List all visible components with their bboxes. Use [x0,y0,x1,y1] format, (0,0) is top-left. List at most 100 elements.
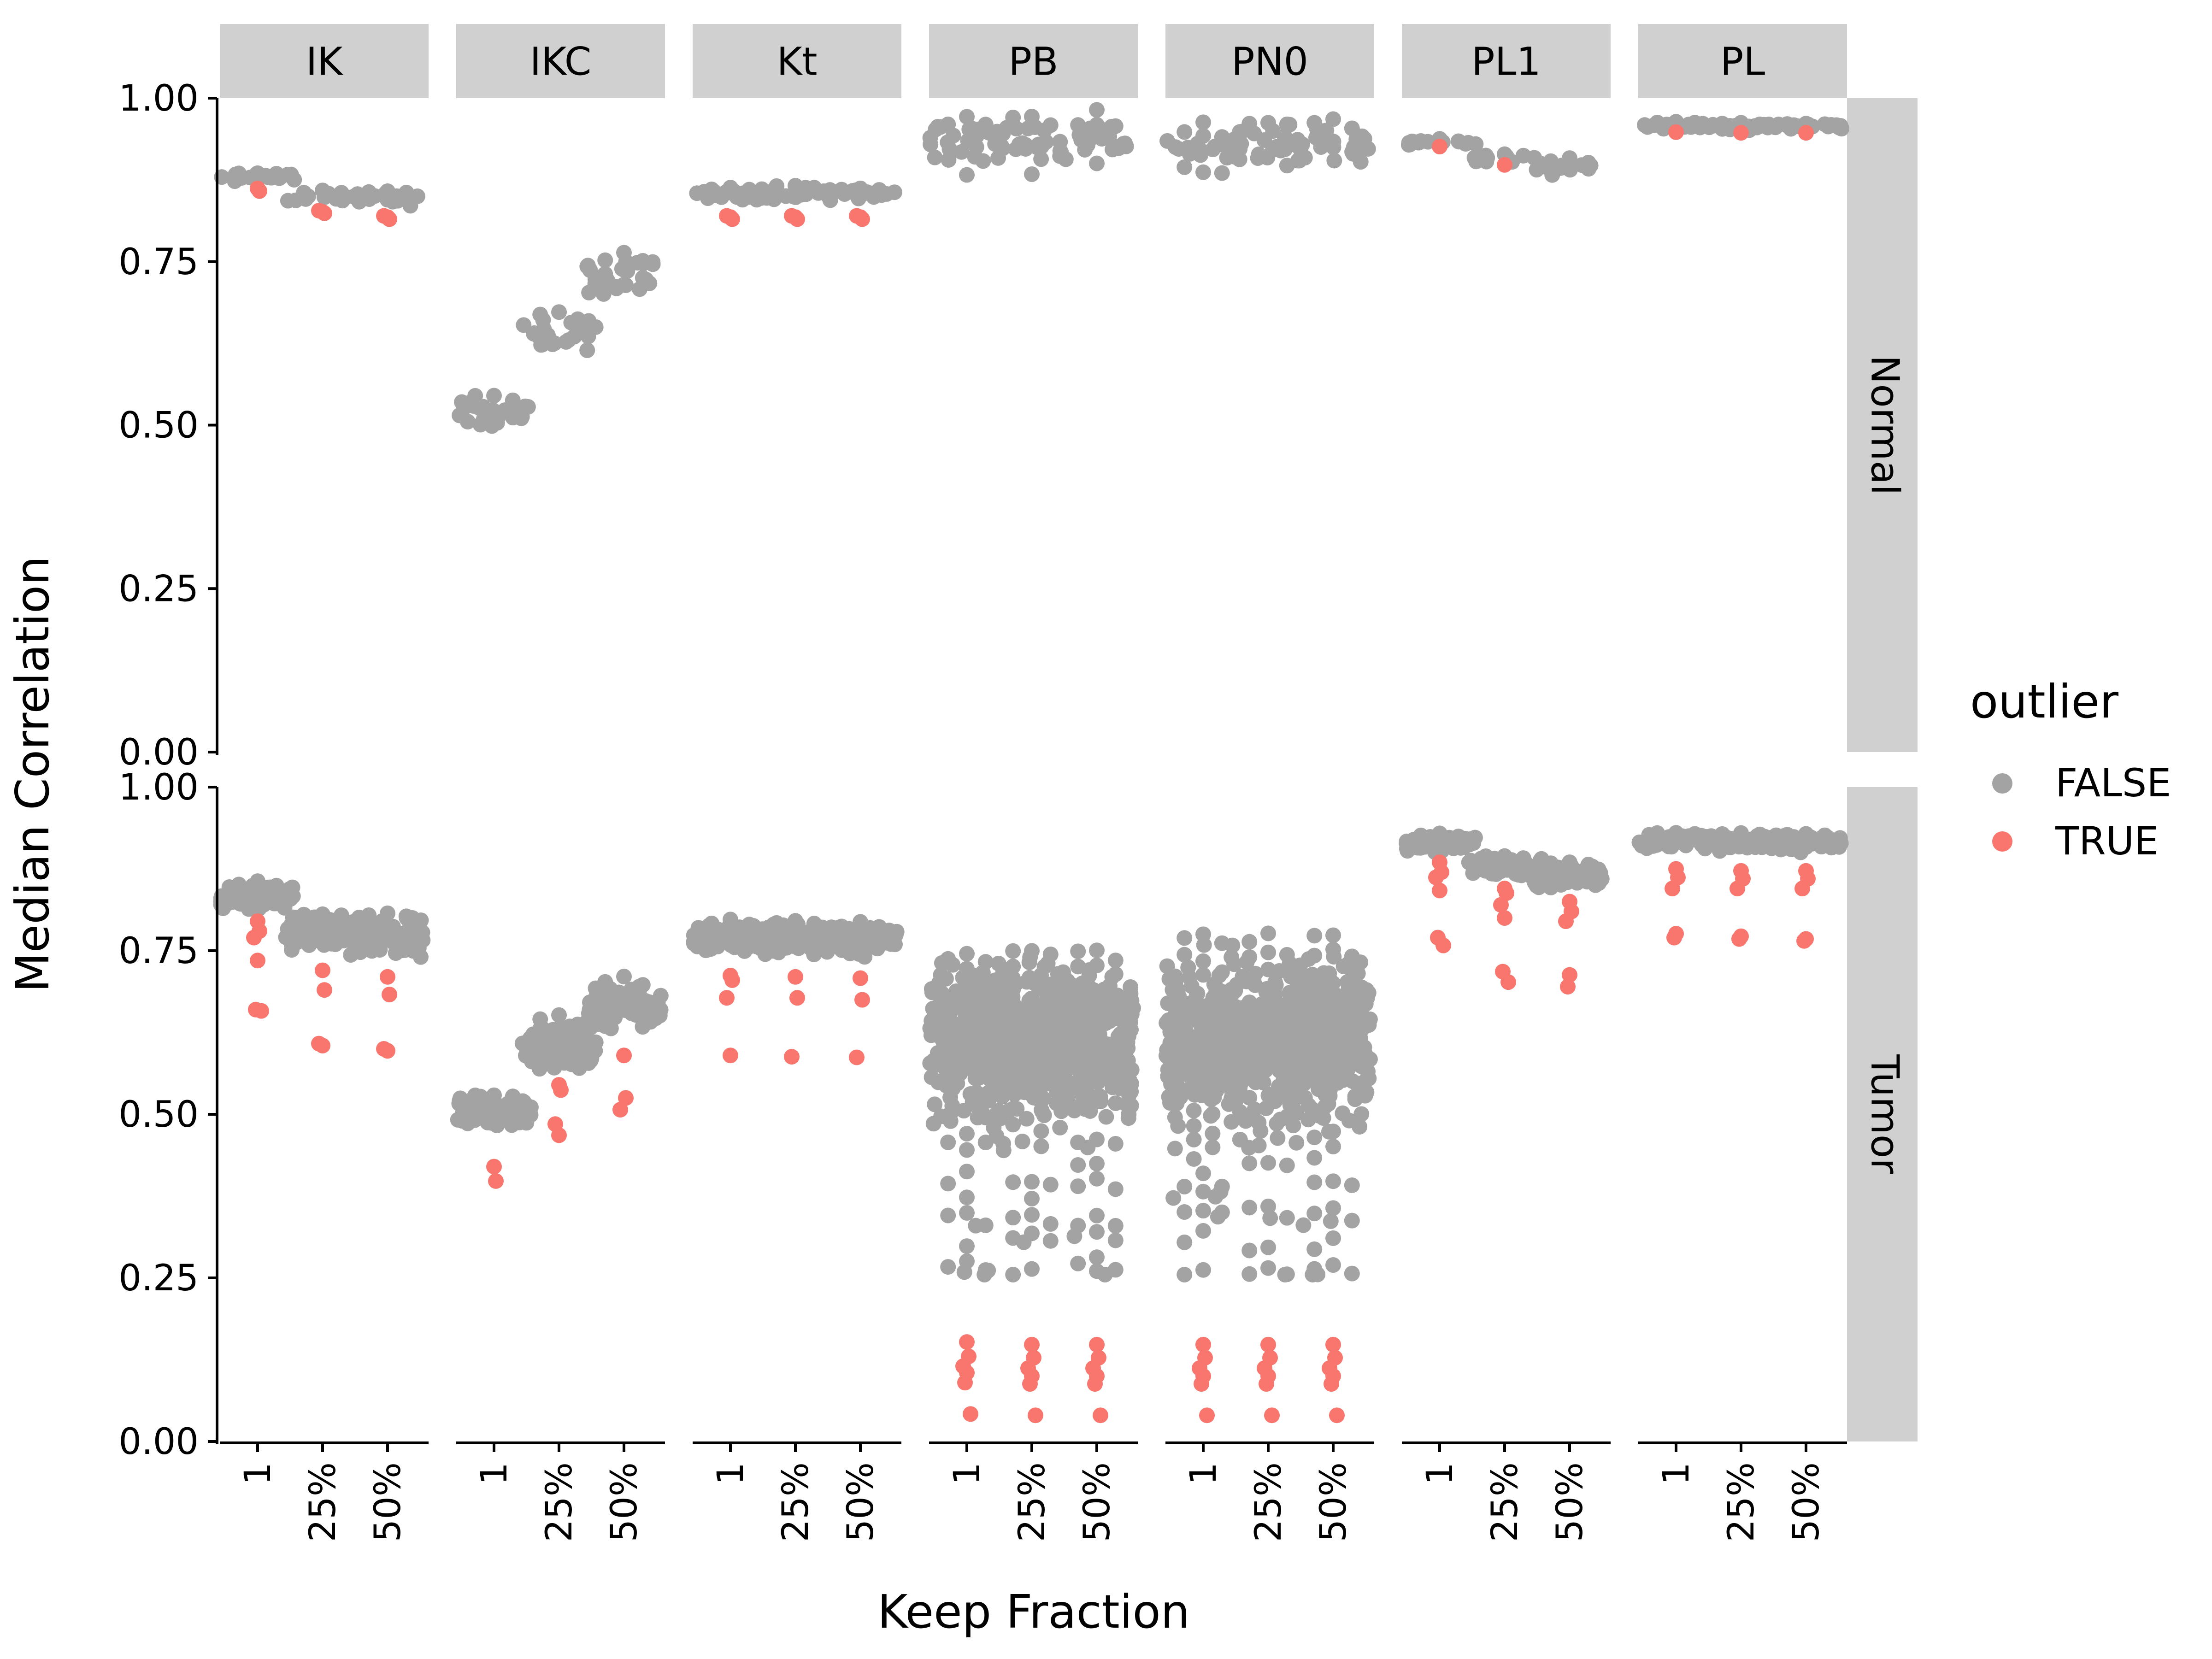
point-false [531,1061,547,1077]
point-false [1195,1183,1211,1200]
point-true [376,208,392,224]
point-false [1279,1210,1295,1226]
facet-strip-ikc [456,24,665,98]
y-tick-label: 0.50 [118,1094,199,1135]
point-false [1186,1118,1202,1134]
point-false [597,252,613,268]
point-true [551,1127,567,1143]
point-false [1783,121,1799,137]
point-false [1070,1255,1086,1271]
point-false [1834,121,1850,137]
point-false [790,940,806,956]
panel-tumor-pb [922,942,1141,1424]
legend-label-false: FALSE [2055,760,2171,806]
point-false [959,1189,975,1206]
point-false [1664,839,1680,855]
point-true [784,1049,800,1065]
point-false [1070,943,1086,959]
point-false [1195,164,1211,180]
x-tick-label: 25% [539,1462,580,1542]
point-false [956,1103,972,1119]
point-false [1186,1103,1202,1119]
point-false [1186,1151,1202,1167]
point-true [1199,1407,1215,1424]
point-false [995,1142,1012,1159]
y-axis-title: Median Correlation [6,556,59,993]
point-false [1020,120,1036,136]
point-true [1260,1336,1276,1353]
point-true [1329,1407,1345,1424]
point-false [595,286,612,302]
point-false [851,190,867,206]
point-false [1052,1119,1068,1135]
point-true [1325,1336,1341,1353]
point-false [995,140,1011,156]
point-false [927,1096,943,1112]
point-false [632,281,648,297]
point-true [1666,930,1682,946]
point-true [1665,881,1680,897]
point-false [1177,930,1193,946]
facet-strip-pl1 [1402,24,1611,98]
point-false [1195,1262,1211,1278]
point-false [1353,1106,1370,1122]
point-true [788,969,803,985]
point-true [1087,1376,1103,1392]
point-false [1678,837,1694,853]
point-false [1107,1135,1124,1152]
point-false [1094,131,1110,147]
point-false [1205,1139,1221,1155]
x-tick-label: 25% [1484,1462,1526,1542]
point-false [1177,1204,1193,1220]
point-false [1306,1174,1323,1190]
point-false [1195,1165,1211,1182]
point-true [1264,1407,1280,1424]
point-false [735,192,751,208]
point-true [723,1047,738,1064]
point-false [1089,942,1105,959]
panel-tumor-ik [213,873,431,1059]
point-true [253,1003,269,1019]
point-false [1042,1177,1059,1193]
point-false [1214,165,1230,181]
y-tick-label: 1.00 [118,767,199,808]
point-false [402,198,418,214]
facet-strip-ik [220,24,429,98]
panel-tumor-pl1 [1399,825,1610,995]
point-false [1295,1217,1312,1233]
panel-normal-pn0 [1159,111,1376,181]
point-false [766,191,782,207]
point-false [385,194,401,210]
point-false [990,1103,1006,1119]
legend: outlier FALSE TRUE [1970,675,2171,864]
point-true [553,1082,569,1098]
point-false [988,1128,1005,1144]
point-false [1773,841,1789,858]
point-true [719,208,735,224]
point-true [784,208,800,224]
point-false [887,936,903,953]
point-false [579,342,595,359]
point-true [849,208,865,224]
point-false [959,946,975,962]
facet-strip-kt [693,24,901,98]
point-false [1344,1265,1360,1282]
point-false [1005,943,1021,959]
facet-label-ikc: IKC [530,39,592,84]
point-false [1323,1213,1339,1229]
point-false [1478,153,1494,170]
point-true [724,972,740,988]
point-true [1432,139,1447,155]
point-false [1018,1111,1035,1127]
point-true [250,953,265,969]
point-false [1177,1234,1193,1250]
point-false [940,1134,956,1150]
point-false [1226,956,1242,972]
point-false [1006,1086,1023,1102]
x-tick-label: 25% [1721,1462,1762,1542]
point-true [317,982,332,998]
x-tick-label: 1 [237,1462,279,1485]
point-false [1581,161,1597,177]
point-true [1731,931,1747,947]
